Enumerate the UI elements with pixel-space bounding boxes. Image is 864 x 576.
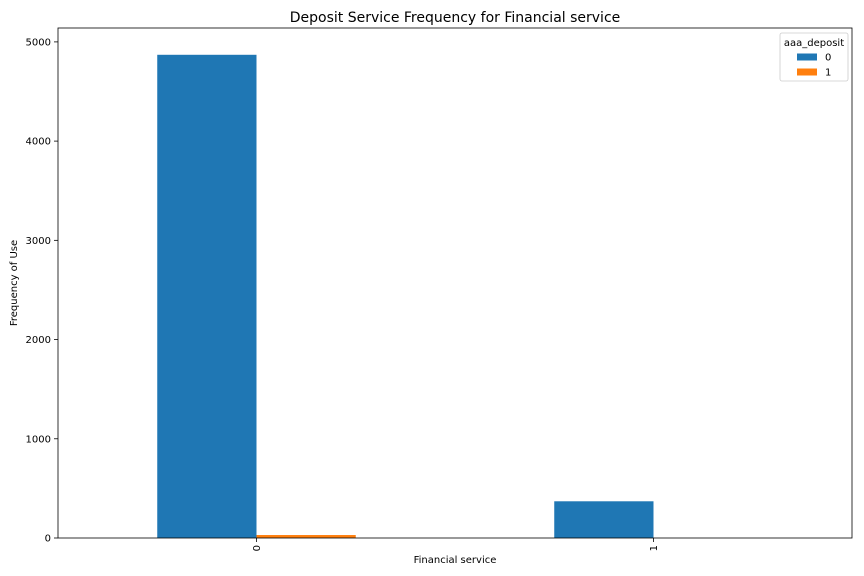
legend: aaa_deposit 0 1 — [779, 32, 849, 82]
y-tick-label: 3000 — [26, 236, 51, 247]
x-tick-label: 1 — [649, 545, 660, 551]
legend-label-1: 1 — [825, 68, 831, 79]
y-tick-label: 0 — [45, 534, 51, 545]
y-axis-ticks: 0 1000 2000 3000 4000 5000 — [26, 37, 58, 545]
bars-group — [157, 54, 654, 538]
y-tick-label: 2000 — [26, 335, 51, 346]
x-axis-label: Financial service — [414, 555, 497, 566]
chart-title: Deposit Service Frequency for Financial … — [290, 10, 621, 26]
y-tick-label: 1000 — [26, 434, 51, 445]
bar-cat-1-series-0 — [554, 501, 654, 538]
legend-swatch-1 — [797, 68, 817, 76]
plot-frame — [57, 27, 853, 539]
y-axis-label: Frequency of Use — [9, 240, 20, 326]
x-tick-label: 0 — [252, 545, 263, 551]
y-tick-label: 4000 — [26, 137, 51, 148]
legend-label-0: 0 — [825, 53, 831, 64]
y-tick-label: 5000 — [26, 37, 51, 48]
bar-cat-0-series-1 — [256, 535, 356, 538]
legend-swatch-0 — [797, 53, 817, 61]
bar-cat-0-series-0 — [157, 54, 257, 538]
legend-title: aaa_deposit — [784, 38, 844, 49]
